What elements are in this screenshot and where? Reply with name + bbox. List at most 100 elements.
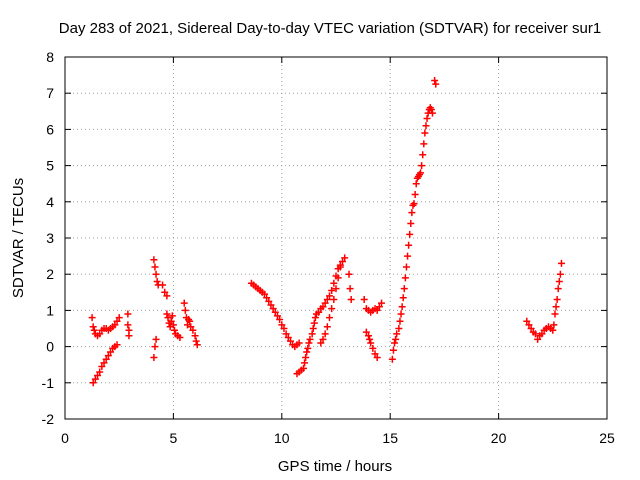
data-point xyxy=(303,348,311,356)
data-point xyxy=(527,325,535,332)
data-point xyxy=(420,140,428,148)
data-point xyxy=(550,321,558,329)
data-point xyxy=(276,315,284,323)
y-tick-label: 3 xyxy=(46,230,54,246)
data-point xyxy=(427,105,435,113)
x-tick-label: 20 xyxy=(491,430,507,446)
data-point xyxy=(180,299,188,307)
data-point xyxy=(306,335,314,343)
data-point xyxy=(150,256,158,264)
data-point xyxy=(325,314,333,322)
y-tick-label: -2 xyxy=(42,411,55,427)
data-point xyxy=(402,263,410,271)
y-tick-label: 5 xyxy=(46,158,54,174)
data-point xyxy=(317,339,325,347)
data-point xyxy=(163,292,171,300)
data-point xyxy=(167,317,175,325)
data-point xyxy=(311,314,319,322)
data-point xyxy=(330,279,338,287)
data-point xyxy=(393,330,401,338)
data-point xyxy=(191,332,199,340)
data-point xyxy=(94,372,102,380)
data-point xyxy=(267,301,275,309)
data-point xyxy=(554,285,562,293)
data-point xyxy=(305,339,313,347)
x-tick-label: 15 xyxy=(382,430,398,446)
y-tick-label: 4 xyxy=(46,194,54,210)
data-point xyxy=(362,328,370,336)
data-point xyxy=(400,285,408,293)
data-point xyxy=(168,312,176,320)
data-point xyxy=(96,330,104,338)
data-point xyxy=(345,270,353,278)
data-point xyxy=(347,296,355,304)
data-point xyxy=(328,286,336,294)
data-point xyxy=(301,359,309,367)
data-point xyxy=(107,348,115,356)
data-point xyxy=(152,335,160,343)
data-point xyxy=(549,326,557,334)
data-point xyxy=(412,180,420,188)
x-tick-label: 10 xyxy=(274,430,290,446)
chart-title: Day 283 of 2021, Sidereal Day-to-day VTE… xyxy=(59,20,601,37)
data-point xyxy=(375,303,383,311)
data-point xyxy=(555,277,563,285)
data-point xyxy=(418,162,426,170)
data-point xyxy=(192,337,200,345)
data-point xyxy=(408,209,416,217)
data-point xyxy=(269,305,277,313)
data-point xyxy=(523,317,531,325)
data-point xyxy=(339,258,347,266)
data-point xyxy=(378,299,386,307)
data-point xyxy=(309,325,317,332)
data-points xyxy=(88,77,565,387)
x-axis-label: GPS time / hours xyxy=(278,458,392,475)
data-point xyxy=(124,310,132,318)
data-point xyxy=(534,335,542,343)
data-point xyxy=(319,335,327,343)
data-point xyxy=(334,274,342,282)
data-point xyxy=(391,339,399,347)
data-point xyxy=(273,312,281,320)
data-point xyxy=(88,314,96,322)
data-point xyxy=(91,375,99,383)
data-point xyxy=(280,325,288,332)
data-point xyxy=(422,122,430,130)
x-tick-label: 25 xyxy=(599,430,615,446)
data-point xyxy=(321,330,329,338)
data-point xyxy=(556,270,564,278)
data-point xyxy=(193,341,201,349)
data-point xyxy=(111,321,119,329)
data-point xyxy=(263,294,271,302)
y-tick-label: 2 xyxy=(46,266,54,282)
data-point xyxy=(399,294,407,302)
y-tick-label: 0 xyxy=(46,339,54,355)
data-point xyxy=(295,339,303,347)
data-point xyxy=(421,129,429,137)
y-axis-label: SDTVAR / TECUs xyxy=(10,178,27,298)
data-point xyxy=(323,296,331,304)
data-point xyxy=(552,303,560,311)
data-point xyxy=(89,379,97,387)
data-point xyxy=(89,323,97,331)
data-point xyxy=(325,292,333,300)
data-point xyxy=(90,326,98,334)
data-point xyxy=(419,151,427,159)
data-point xyxy=(432,80,440,88)
x-tick-label: 5 xyxy=(170,430,178,446)
data-point xyxy=(170,326,178,334)
data-point xyxy=(308,330,316,338)
data-point xyxy=(371,350,379,358)
data-point xyxy=(388,355,396,363)
data-point xyxy=(260,290,268,298)
x-axis-ticks: 0 5 10 15 20 25 xyxy=(61,57,615,446)
data-point xyxy=(396,317,404,325)
data-point xyxy=(265,297,273,305)
data-point xyxy=(153,277,161,285)
data-point xyxy=(282,330,290,338)
data-point xyxy=(531,330,539,338)
data-point xyxy=(304,344,312,352)
data-point xyxy=(360,296,368,304)
data-point xyxy=(401,274,409,282)
